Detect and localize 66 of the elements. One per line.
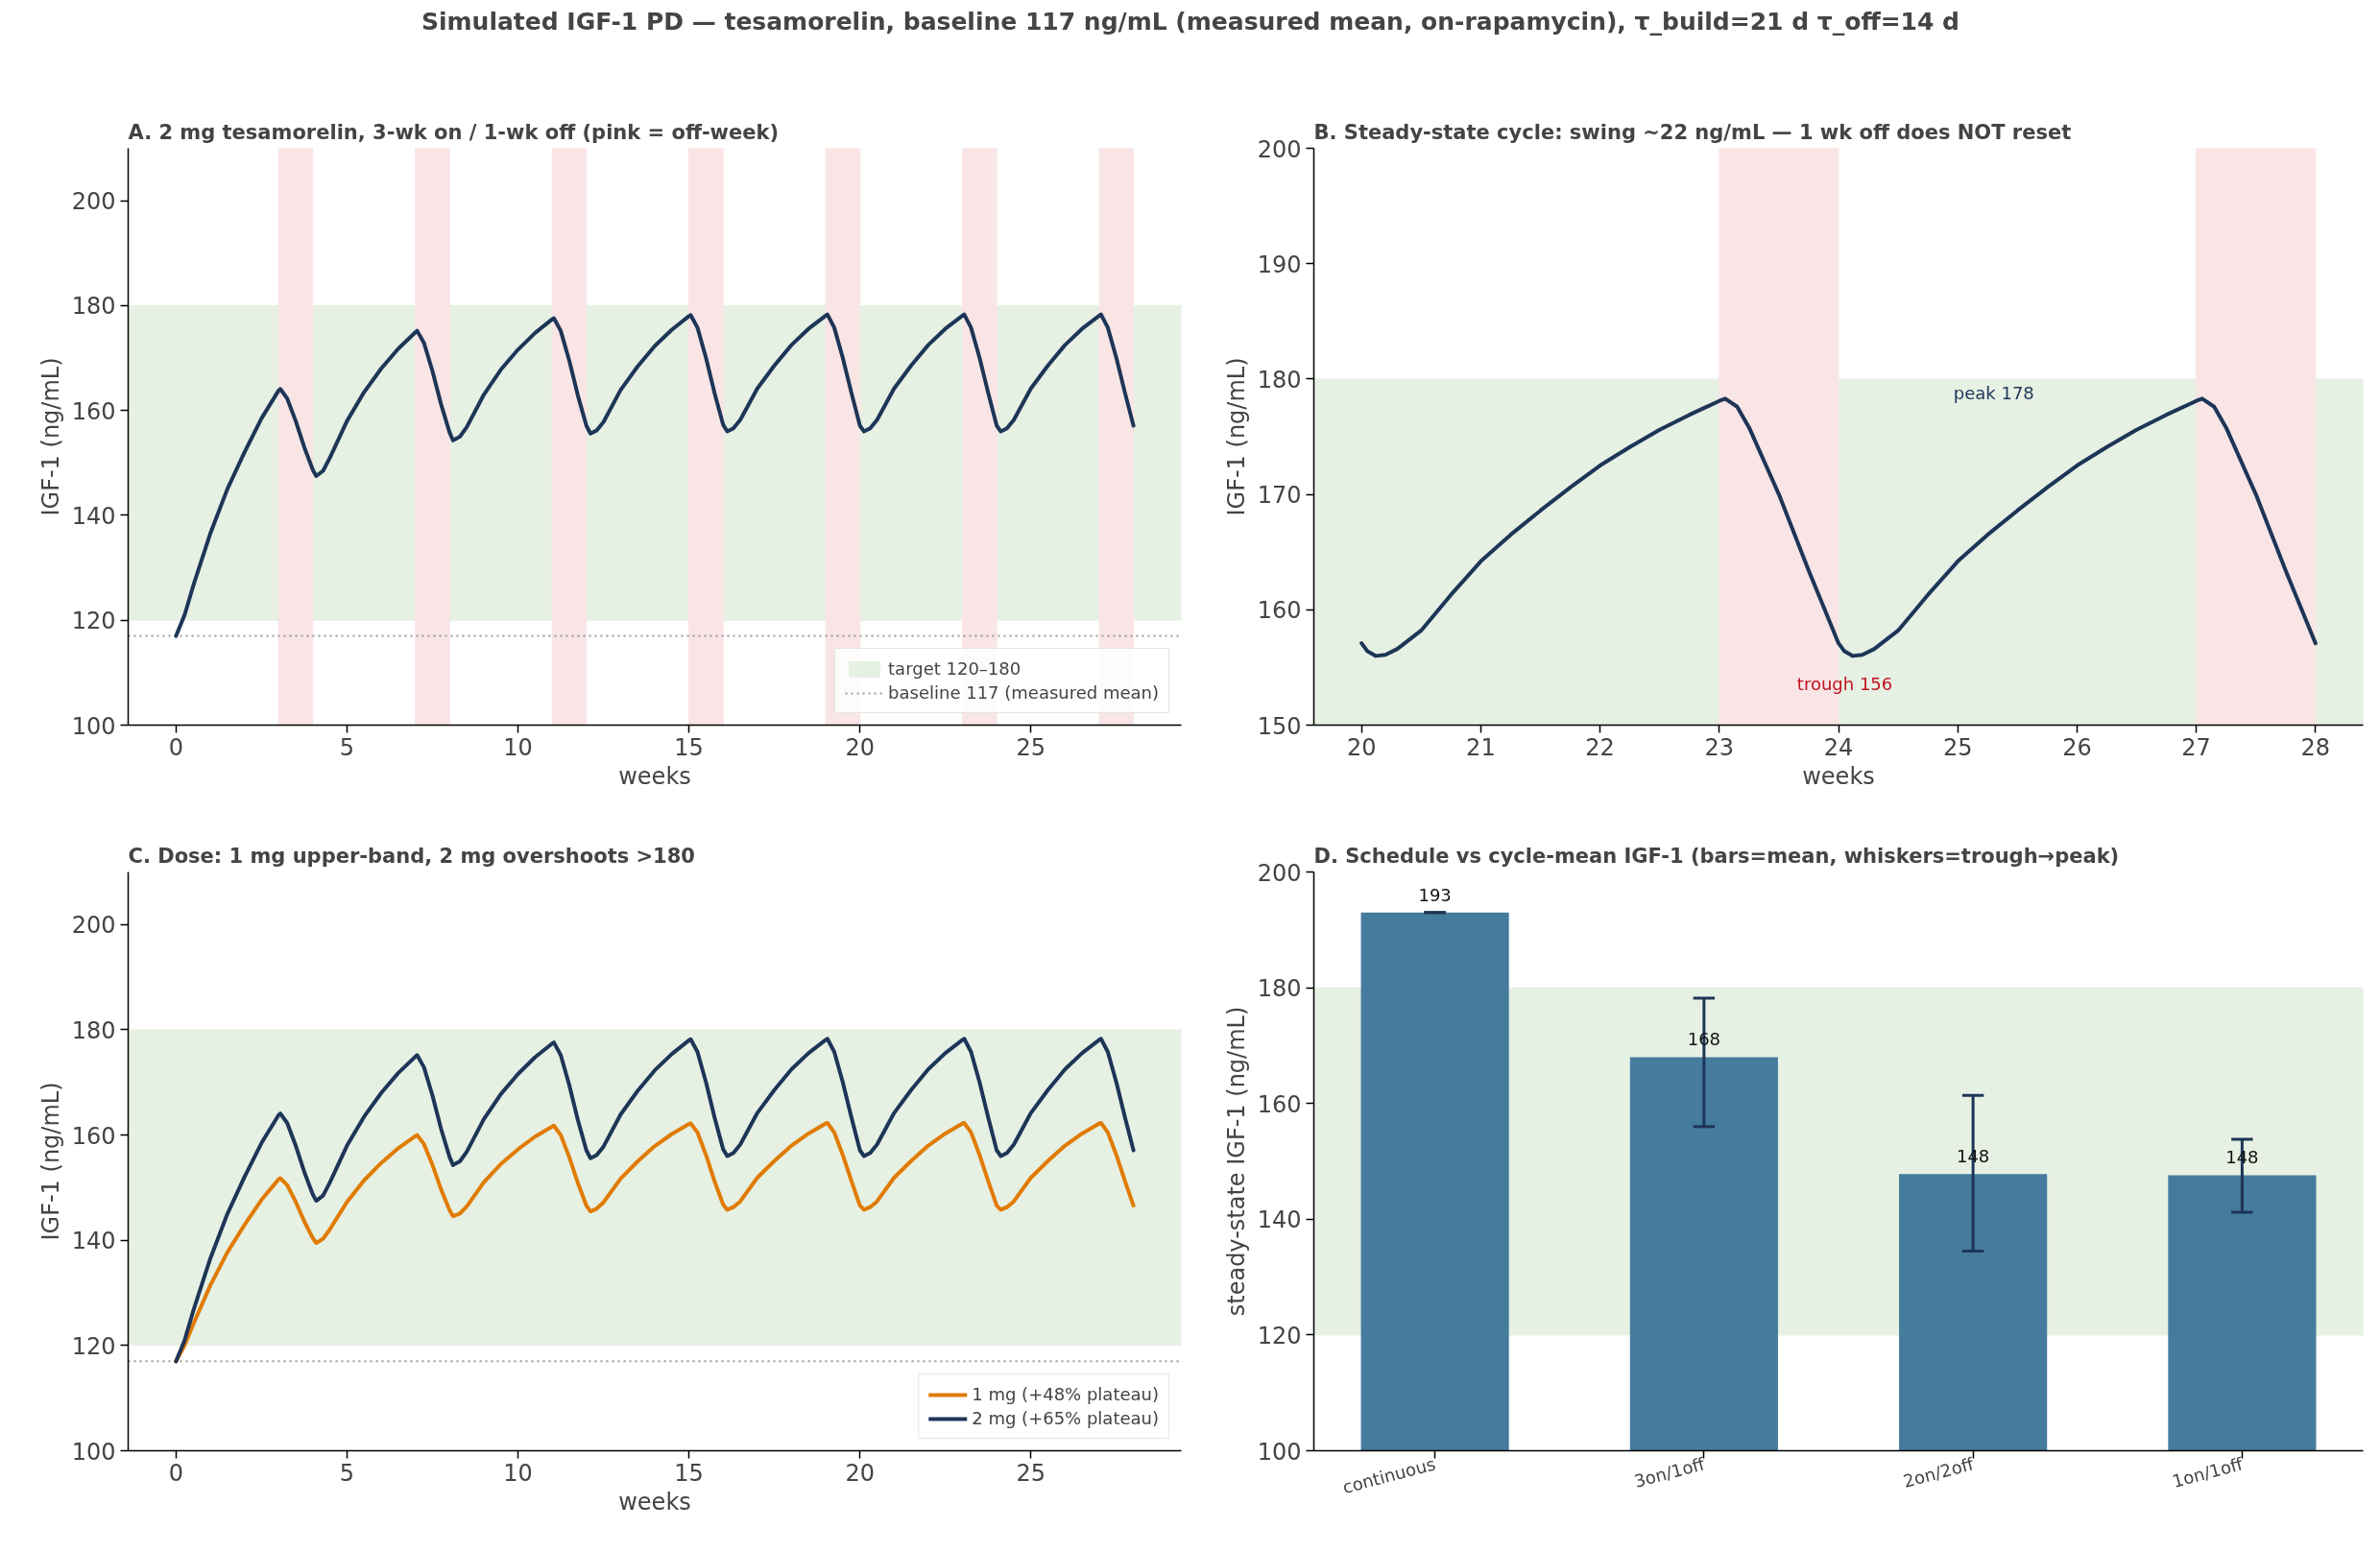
y-tick-label: 180 — [1257, 975, 1302, 1003]
chart-title: B. Steady-state cycle: swing ~22 ng/mL — 1 wk off does NOT reset — [1313, 120, 2072, 144]
x-tick-label: 5 — [339, 1459, 355, 1487]
x-tick-label: 25 — [1016, 1459, 1046, 1487]
x-tick-label: 15 — [674, 1459, 704, 1487]
x-tick-label: 20 — [845, 733, 875, 761]
y-axis-title: IGF-1 (ng/mL) — [36, 357, 64, 516]
line-series — [174, 1037, 1136, 1364]
x-tick-label: 25 — [1016, 733, 1046, 761]
x-tick-label: 21 — [1466, 733, 1496, 761]
y-tick-label: 140 — [71, 502, 116, 530]
x-axis-title: weeks — [618, 1488, 691, 1516]
y-tick-label: 160 — [71, 397, 116, 425]
y-tick-label: 120 — [71, 1332, 116, 1360]
y-tick-label: 120 — [71, 608, 116, 635]
data-label: 193 — [1418, 884, 1452, 905]
y-axis-title: steady-state IGF-1 (ng/mL) — [1222, 1006, 1250, 1317]
annotation: peak 178 — [1953, 382, 2034, 403]
legend-label: target 120–180 — [888, 658, 1022, 679]
text: Simulated IGF-1 PD — tesamorelin, baseline 117 ng/mL (measured mean, on-rapamycin), τ_build=21 d τ_off=14 d — [421, 7, 1960, 36]
x-tick-label: 20 — [845, 1459, 875, 1487]
legend-label: 2 mg (+65% plateau) — [972, 1408, 1159, 1428]
y-tick-label: 100 — [71, 1438, 116, 1466]
x-tick-label: 26 — [2062, 733, 2092, 761]
line-series — [174, 312, 1136, 638]
x-axis-title: weeks — [1802, 762, 1875, 790]
x-tick-label: 23 — [1704, 733, 1735, 761]
legend-label: baseline 117 (measured mean) — [888, 682, 1159, 703]
y-tick-label: 180 — [71, 1016, 116, 1044]
x-tick-label: 5 — [339, 733, 355, 761]
y-tick-label: 190 — [1257, 251, 1302, 278]
y-axis-title: IGF-1 (ng/mL) — [36, 1082, 64, 1241]
y-tick-label: 100 — [71, 712, 116, 740]
y-tick-label: 170 — [1257, 482, 1302, 510]
x-tick-label: 10 — [503, 1459, 533, 1487]
y-tick-label: 180 — [71, 293, 116, 321]
y-axis-title: IGF-1 (ng/mL) — [1222, 357, 1250, 516]
x-tick-label: 10 — [503, 733, 533, 761]
x-tick-label: 22 — [1585, 733, 1615, 761]
chart-title: A. 2 mg tesamorelin, 3-wk on / 1-wk off (pink = off-week) — [128, 120, 780, 144]
y-tick-label: 160 — [71, 1122, 116, 1150]
x-tick-label: 25 — [1942, 733, 1973, 761]
y-tick-label: 150 — [1257, 712, 1302, 740]
y-tick-label: 200 — [71, 912, 116, 940]
x-tick-label: 28 — [2300, 733, 2331, 761]
y-tick-label: 100 — [1257, 1438, 1302, 1466]
y-tick-label: 200 — [1257, 859, 1302, 887]
y-tick-label: 200 — [71, 188, 116, 216]
legend-label: 1 mg (+48% plateau) — [972, 1384, 1159, 1404]
chart-title: D. Schedule vs cycle-mean IGF-1 (bars=mean, whiskers=trough→peak) — [1313, 844, 2120, 868]
x-tick-label: 20 — [1346, 733, 1377, 761]
x-tick-label: 24 — [1823, 733, 1854, 761]
y-tick-label: 120 — [1257, 1322, 1302, 1349]
x-tick-label: 0 — [168, 733, 184, 761]
x-axis-title: weeks — [618, 762, 691, 790]
x-tick-label: 15 — [674, 733, 704, 761]
y-tick-label: 140 — [71, 1228, 116, 1255]
y-tick-label: 200 — [1257, 135, 1302, 163]
annotation: trough 156 — [1796, 673, 1893, 694]
y-tick-label: 140 — [1257, 1206, 1302, 1234]
x-tick-label: 27 — [2181, 733, 2211, 761]
chart-title: C. Dose: 1 mg upper-band, 2 mg overshoots >180 — [128, 844, 695, 868]
y-tick-label: 160 — [1257, 1090, 1302, 1118]
y-tick-label: 180 — [1257, 366, 1302, 394]
x-tick-label: 0 — [168, 1459, 184, 1487]
y-tick-label: 160 — [1257, 597, 1302, 625]
